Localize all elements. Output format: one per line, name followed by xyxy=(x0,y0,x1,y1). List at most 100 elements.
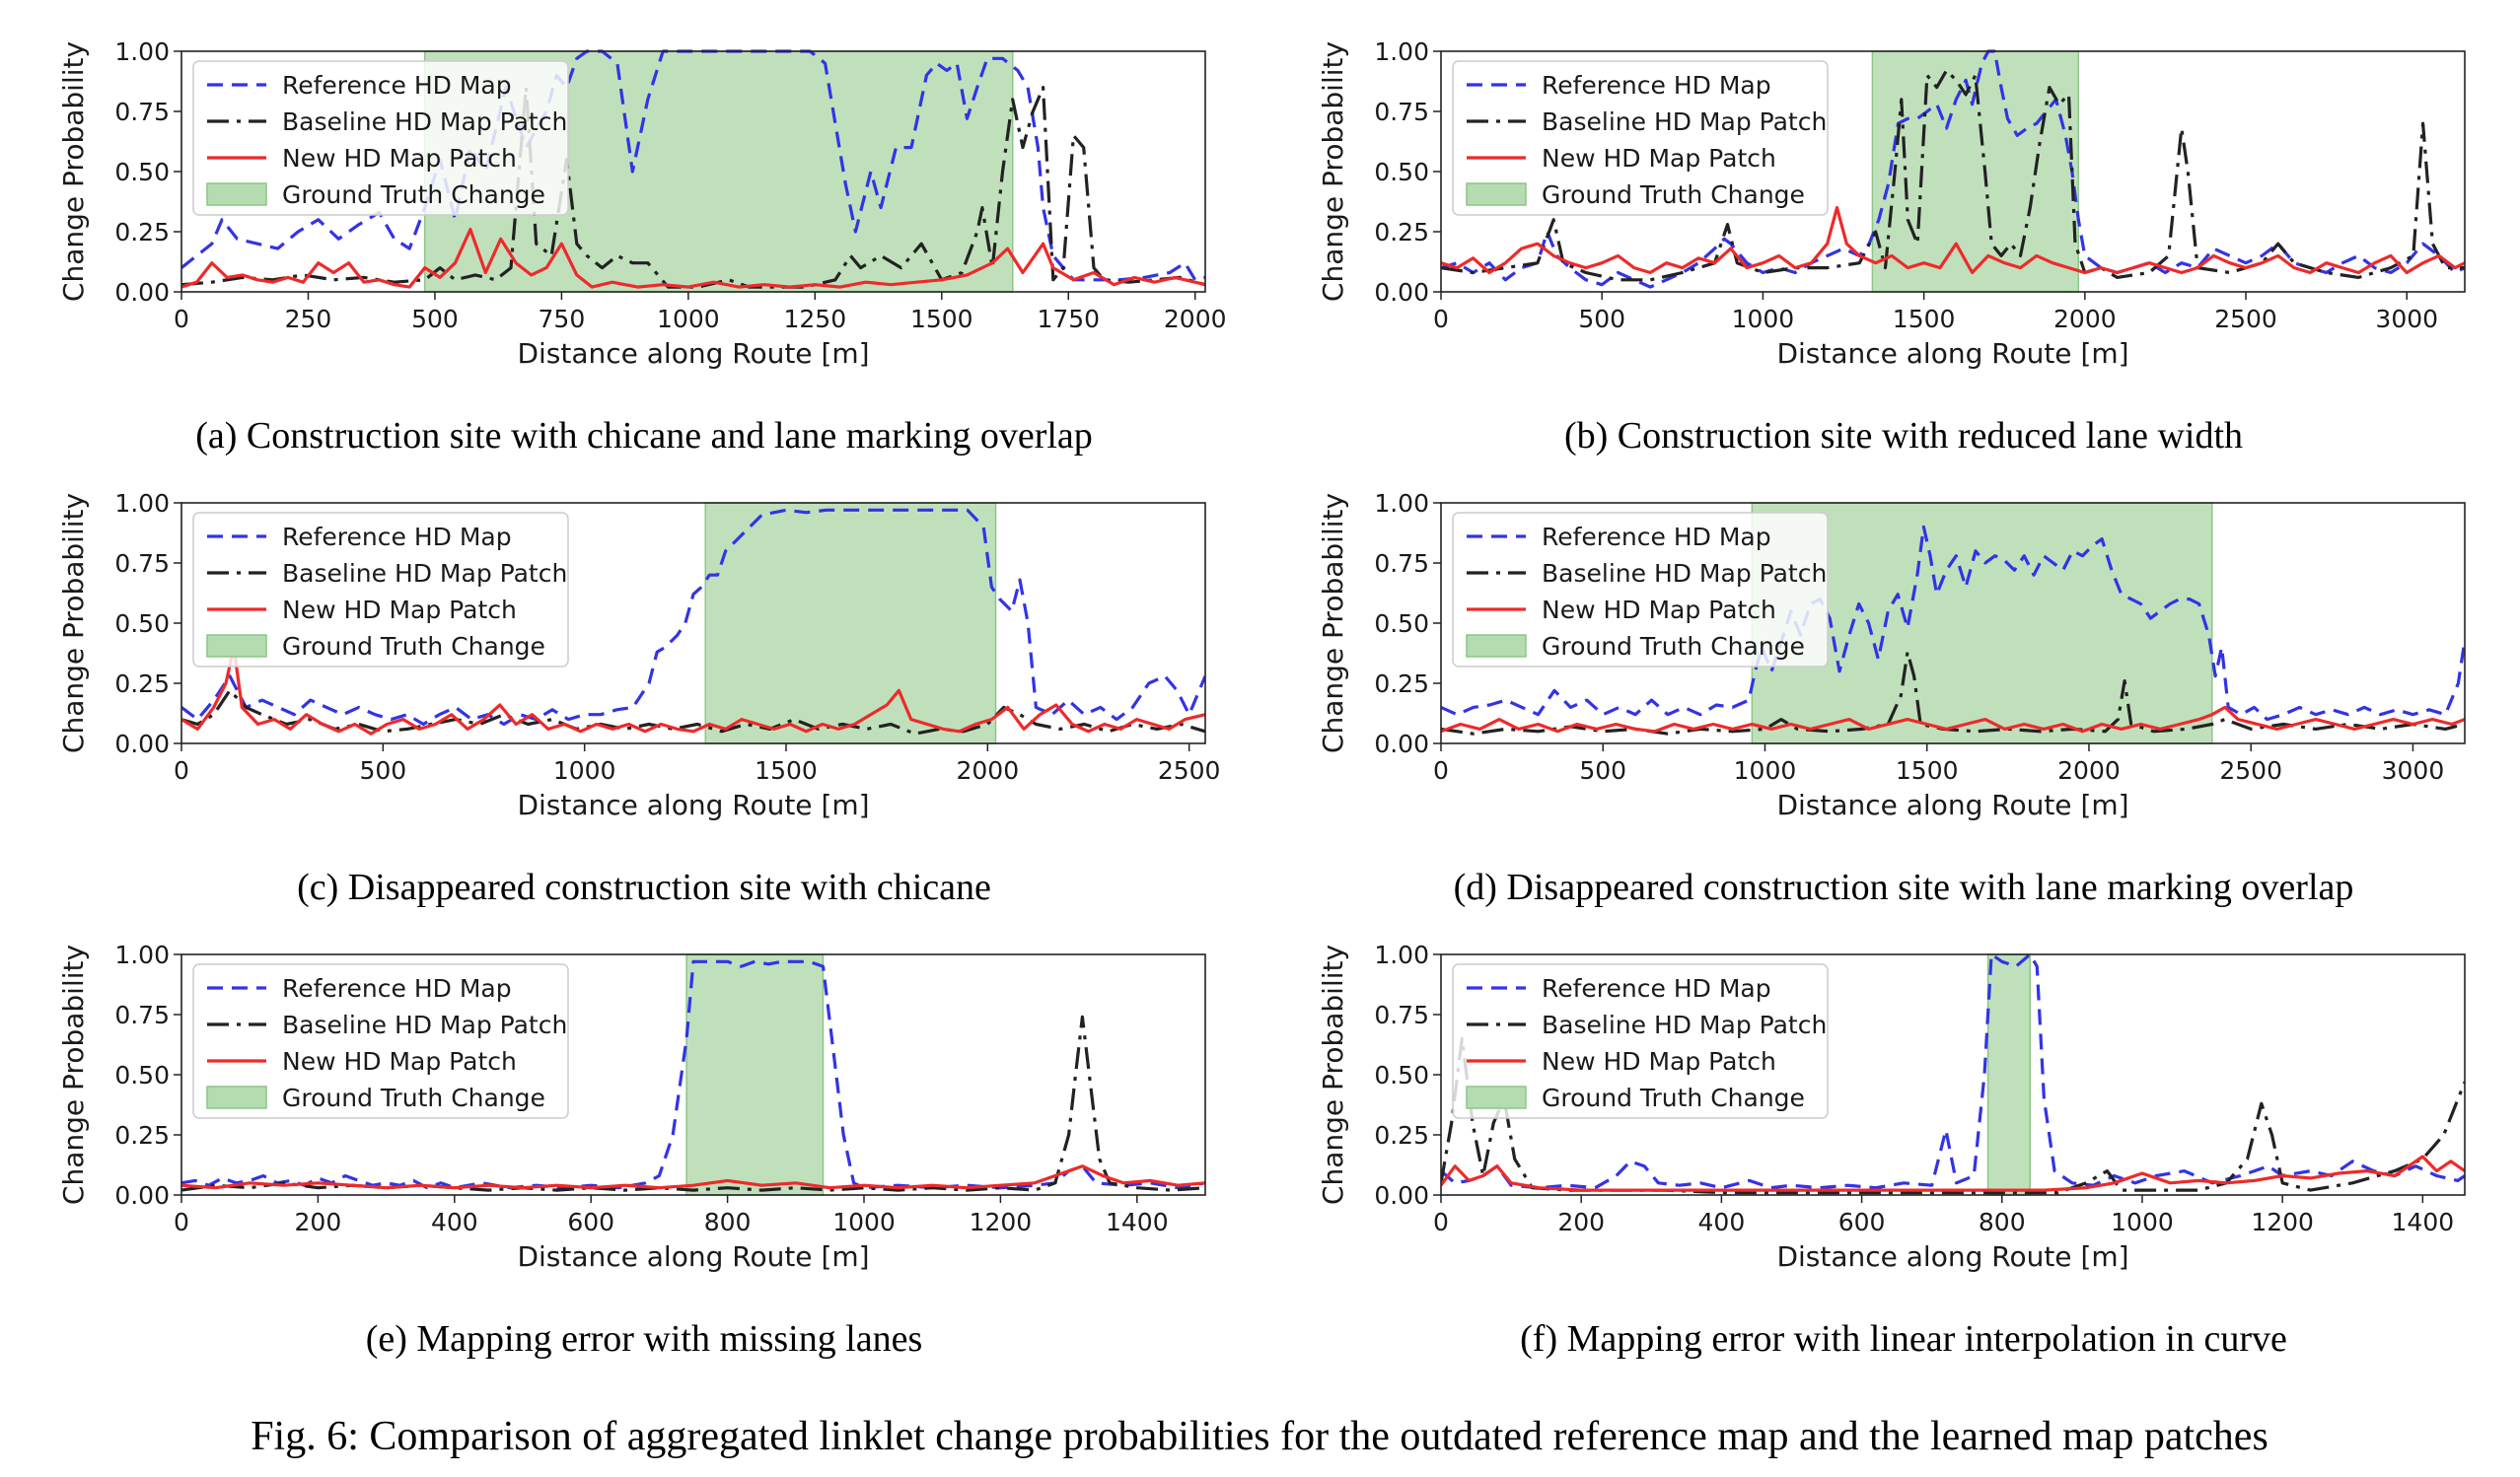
y-axis-label: Change Probability xyxy=(57,41,90,302)
legend-label: Reference HD Map xyxy=(282,523,512,551)
chart-panel-b: 0.00 0.25 0.50 0.75 1.00 0 500 1000 1500 2000 2500… xyxy=(1317,37,2466,457)
series-line-new xyxy=(1441,1155,2465,1192)
legend-label: New HD Map Patch xyxy=(282,596,517,624)
legend-box xyxy=(1452,963,1829,1119)
x-tick-label: 1500 xyxy=(910,305,973,333)
x-axis-label: Distance along Route [m] xyxy=(517,1240,869,1273)
x-tick-label: 3000 xyxy=(2375,305,2438,333)
x-tick-label: 1000 xyxy=(1734,756,1797,785)
series-line-new xyxy=(181,1164,1205,1190)
legend-swatch-ground-truth xyxy=(1466,634,1527,658)
legend-label: Ground Truth Change xyxy=(282,1084,545,1112)
series-line-new xyxy=(181,228,1205,289)
y-tick-label: 0.50 xyxy=(114,1061,170,1090)
x-tick-label: 1500 xyxy=(1893,305,1956,333)
ground-truth-band xyxy=(704,502,997,744)
x-tick-label: 0 xyxy=(174,1208,189,1236)
y-tick-label: 1.00 xyxy=(1374,37,1429,66)
chart-panel-c: 0.00 0.25 0.50 0.75 1.00 0 500 1000 1500 2000 2500… xyxy=(57,489,1220,908)
x-tick-label: 0 xyxy=(1433,305,1449,333)
series-group xyxy=(181,508,1205,736)
series-line-new xyxy=(1441,206,2465,275)
legend-label: Baseline HD Map Patch xyxy=(282,107,567,136)
legend-label: New HD Map Patch xyxy=(282,144,517,173)
legend-label: Reference HD Map xyxy=(282,974,512,1003)
y-axis-label: Change Probability xyxy=(57,945,90,1205)
x-axis-label: Distance along Route [m] xyxy=(517,337,869,370)
y-tick-label: 0.75 xyxy=(1374,98,1429,126)
y-tick-label: 0.50 xyxy=(1374,158,1429,186)
series-line-reference xyxy=(1441,49,2465,289)
x-tick-label: 0 xyxy=(174,756,189,785)
x-tick-label: 2500 xyxy=(1158,756,1221,785)
y-tick-label: 0.75 xyxy=(114,549,170,578)
x-tick-label: 1000 xyxy=(832,1208,896,1236)
panels: 0.00 0.25 0.50 0.75 1.00 0 250 500 750 1000 1250 15… xyxy=(57,37,2466,1360)
y-tick-label: 0.50 xyxy=(114,158,170,186)
legend-label: Reference HD Map xyxy=(1542,523,1771,551)
legend-label: Ground Truth Change xyxy=(1542,1084,1805,1112)
x-tick-label: 1500 xyxy=(1896,756,1959,785)
legend-label: Baseline HD Map Patch xyxy=(1542,559,1827,588)
x-tick-label: 1400 xyxy=(2392,1208,2455,1236)
y-tick-label: 0.75 xyxy=(1374,549,1429,578)
chart-panel-f: 0.00 0.25 0.50 0.75 1.00 0 200 400 600 800 1000 120… xyxy=(1317,941,2466,1360)
legend-label: New HD Map Patch xyxy=(1542,596,1776,624)
x-tick-label: 1750 xyxy=(1037,305,1100,333)
series-group xyxy=(1441,49,2465,289)
y-tick-label: 0.25 xyxy=(1374,218,1429,246)
legend-label: Ground Truth Change xyxy=(282,180,545,209)
x-tick-label: 0 xyxy=(174,305,189,333)
legend-label: Baseline HD Map Patch xyxy=(282,1011,567,1039)
x-tick-label: 1250 xyxy=(784,305,847,333)
x-tick-label: 500 xyxy=(411,305,459,333)
x-tick-label: 1000 xyxy=(1732,305,1795,333)
series-line-reference xyxy=(181,959,1205,1190)
x-tick-label: 400 xyxy=(431,1208,478,1236)
series-line-reference xyxy=(1441,525,2465,722)
y-tick-label: 0.75 xyxy=(114,98,170,126)
x-tick-label: 200 xyxy=(295,1208,342,1236)
y-tick-label: 0.00 xyxy=(1374,1181,1429,1210)
subfigure-caption: (c) Disappeared construction site with c… xyxy=(297,867,991,908)
x-tick-label: 800 xyxy=(1979,1208,2026,1236)
y-tick-label: 1.00 xyxy=(114,37,170,66)
x-axis-label: Distance along Route [m] xyxy=(1776,1240,2128,1273)
legend-swatch-ground-truth xyxy=(1466,1086,1527,1109)
x-tick-label: 1000 xyxy=(553,756,616,785)
x-tick-label: 400 xyxy=(1698,1208,1746,1236)
subfigure-caption: (d) Disappeared construction site with l… xyxy=(1454,867,2354,908)
y-tick-label: 0.00 xyxy=(1374,278,1429,307)
legend-label: New HD Map Patch xyxy=(1542,144,1776,173)
x-tick-label: 500 xyxy=(359,756,406,785)
x-tick-label: 500 xyxy=(1579,756,1626,785)
series-line-new xyxy=(1441,705,2465,734)
x-tick-label: 250 xyxy=(285,305,332,333)
x-tick-label: 600 xyxy=(1838,1208,1886,1236)
legend-box xyxy=(1452,60,1829,216)
x-tick-label: 800 xyxy=(704,1208,752,1236)
x-tick-label: 500 xyxy=(1578,305,1625,333)
y-tick-label: 0.25 xyxy=(1374,1121,1429,1150)
y-tick-label: 0.50 xyxy=(114,609,170,638)
x-tick-label: 2500 xyxy=(2214,305,2277,333)
x-tick-label: 2500 xyxy=(2219,756,2282,785)
y-tick-label: 1.00 xyxy=(114,489,170,518)
x-tick-label: 2000 xyxy=(957,756,1020,785)
ground-truth-band xyxy=(1751,502,2213,744)
x-tick-label: 2000 xyxy=(1164,305,1227,333)
subfigure-caption: (e) Mapping error with missing lanes xyxy=(366,1318,923,1360)
legend-box xyxy=(192,512,569,668)
y-tick-label: 0.50 xyxy=(1374,609,1429,638)
x-tick-label: 1000 xyxy=(657,305,720,333)
x-tick-label: 600 xyxy=(567,1208,614,1236)
x-tick-label: 1400 xyxy=(1106,1208,1169,1236)
chart-panel-a: 0.00 0.25 0.50 0.75 1.00 0 250 500 750 1000 1250 15… xyxy=(57,37,1227,457)
x-axis-label: Distance along Route [m] xyxy=(1776,337,2128,370)
legend-swatch-ground-truth xyxy=(1466,182,1527,206)
y-tick-label: 0.25 xyxy=(114,1121,170,1150)
y-tick-label: 0.00 xyxy=(114,730,170,758)
x-tick-label: 1200 xyxy=(970,1208,1033,1236)
x-tick-label: 0 xyxy=(1433,756,1449,785)
